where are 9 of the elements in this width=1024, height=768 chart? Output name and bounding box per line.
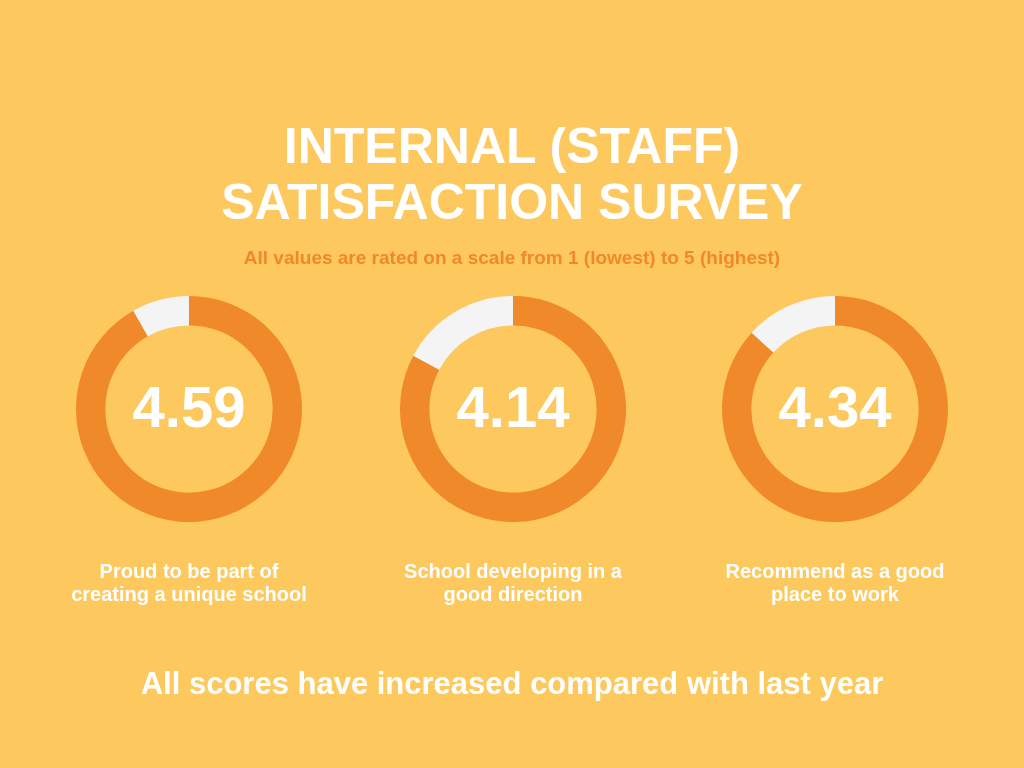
text: All values are rated on a scale from 1 (lowest) to 5 (highest) xyxy=(242,247,782,269)
text: Proud to be part of creating a unique school xyxy=(70,560,308,606)
data-label: 4.59 xyxy=(132,374,246,439)
data-label: 4.14 xyxy=(456,374,570,439)
data-label: 4.34 xyxy=(778,374,892,439)
text: All scores have increased compared with last year xyxy=(139,666,885,702)
text: Recommend as a good place to work xyxy=(724,560,946,606)
text: School developing in a good direction xyxy=(403,560,623,606)
text: INTERNAL (STAFF) SATISFACTION SURVEY xyxy=(220,118,804,230)
